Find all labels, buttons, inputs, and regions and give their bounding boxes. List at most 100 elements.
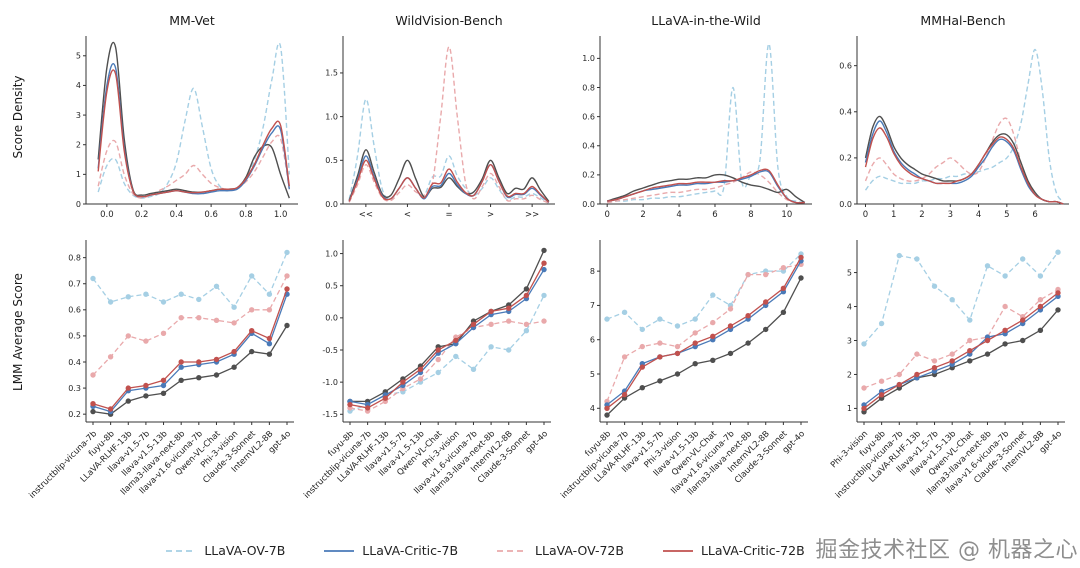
y-tick-label: 0.0 bbox=[839, 200, 852, 209]
data-point bbox=[1002, 327, 1008, 333]
x-tick-label: 1 bbox=[891, 210, 896, 220]
data-point bbox=[435, 356, 441, 363]
series-LLaVA-Critic-7B bbox=[864, 120, 1064, 205]
data-point bbox=[896, 381, 902, 388]
series-LLaVA-Critic-72B bbox=[348, 159, 550, 203]
series-LLaVA-Critic-72B bbox=[92, 288, 288, 410]
data-point bbox=[674, 371, 681, 377]
data-point bbox=[710, 319, 716, 326]
series-gray bbox=[606, 277, 802, 416]
data-point bbox=[727, 323, 734, 329]
y-tick-label: 0.4 bbox=[582, 142, 595, 151]
y-tick-label: 5 bbox=[76, 52, 81, 61]
data-point bbox=[967, 348, 973, 354]
series-gray bbox=[864, 115, 1064, 205]
y-tick-label: 0.7 bbox=[68, 280, 81, 289]
axes: 1.00.50.0-0.5-1.0-1.5fuyu-8binstructblip… bbox=[301, 240, 551, 500]
data-point bbox=[470, 321, 477, 327]
axes: 0.0 0.2 0.4 0.6 0.8 1.0 0 2 4 6 8 10 bbox=[582, 36, 812, 220]
data-point bbox=[249, 328, 255, 334]
data-point bbox=[967, 317, 973, 323]
legend: LLaVA-OV-7B LLaVA-Critic-7B LLaVA-OV-72B… bbox=[0, 543, 1025, 558]
data-point bbox=[780, 285, 787, 291]
data-point bbox=[692, 330, 698, 336]
data-point bbox=[523, 292, 530, 299]
data-point bbox=[249, 348, 255, 355]
x-tick-label: 0.6 bbox=[204, 210, 218, 220]
x-tick-label: 0.4 bbox=[170, 210, 184, 220]
x-tick-label: 6 bbox=[1032, 210, 1037, 220]
series-LLaVA-OV-7B bbox=[349, 295, 545, 412]
score-plot-mmhal-bench: 12345Phi-3-visionfuyu-8binstructblip-vic… bbox=[828, 240, 1065, 500]
y-tick-label: 0.0 bbox=[582, 200, 595, 209]
data-point bbox=[674, 343, 681, 350]
data-point bbox=[266, 307, 273, 313]
subplot-title-wildvision-bench: WildVision-Bench bbox=[395, 13, 503, 28]
data-point bbox=[931, 283, 938, 289]
data-point bbox=[984, 337, 991, 344]
y-tick-label: 4 bbox=[590, 404, 595, 413]
data-point bbox=[657, 378, 663, 384]
watermark: 掘金技术社区 @ 机器之心 bbox=[815, 538, 1078, 563]
series-gray bbox=[97, 41, 290, 199]
data-point bbox=[213, 356, 220, 363]
data-point bbox=[949, 351, 955, 357]
data-point bbox=[931, 358, 938, 364]
data-point bbox=[284, 249, 290, 256]
x-tick-label: 4 bbox=[676, 210, 681, 220]
data-point bbox=[107, 299, 114, 305]
data-point bbox=[453, 353, 459, 360]
data-point bbox=[710, 292, 716, 298]
y-tick-label: 4 bbox=[847, 302, 852, 311]
data-point bbox=[763, 299, 769, 305]
data-point bbox=[949, 358, 955, 364]
legend-label: LLaVA-OV-72B bbox=[535, 543, 624, 558]
legend-item-llava-critic-72b: LLaVA-Critic-72B bbox=[662, 543, 805, 558]
x-tick-label: 5 bbox=[1004, 210, 1009, 220]
data-point bbox=[213, 372, 220, 378]
y-tick-label: 4 bbox=[76, 81, 81, 90]
data-point bbox=[896, 252, 902, 259]
data-point bbox=[143, 338, 149, 344]
legend-line-sample bbox=[324, 549, 355, 552]
data-point bbox=[1055, 307, 1061, 313]
y-tick-label: 5 bbox=[847, 268, 852, 277]
data-point bbox=[1020, 317, 1026, 323]
y-tick-label: 8 bbox=[590, 267, 595, 276]
data-point bbox=[727, 306, 734, 312]
data-point bbox=[780, 265, 787, 271]
data-point bbox=[1055, 249, 1061, 255]
x-tick-label: 0.2 bbox=[135, 210, 149, 220]
data-point bbox=[639, 326, 645, 333]
data-point bbox=[90, 401, 96, 407]
data-point bbox=[861, 385, 867, 391]
data-point bbox=[692, 316, 698, 322]
data-point bbox=[143, 382, 149, 389]
data-point bbox=[213, 317, 220, 323]
data-point bbox=[90, 372, 96, 378]
data-point bbox=[692, 340, 698, 346]
data-point bbox=[1002, 273, 1008, 279]
series-gray bbox=[606, 173, 806, 204]
data-point bbox=[107, 354, 114, 360]
x-tick-label: instructblip-vicuna-7b bbox=[27, 428, 99, 500]
x-tick-label: 1.0 bbox=[274, 210, 288, 220]
data-point bbox=[488, 344, 494, 350]
data-point bbox=[984, 263, 991, 269]
data-point bbox=[266, 351, 273, 357]
axes: 0.0 0.2 0.4 0.6 0 1 2 3 4 5 6 bbox=[839, 36, 1069, 220]
data-point bbox=[249, 273, 255, 279]
data-point bbox=[523, 328, 530, 334]
y-tick-label: 0.6 bbox=[839, 61, 852, 70]
series-LLaVA-OV-7B bbox=[92, 252, 288, 309]
data-point bbox=[878, 378, 885, 384]
series-LLaVA-OV-7B bbox=[607, 43, 805, 204]
subplot-title-mm-vet: MM-Vet bbox=[169, 13, 215, 28]
data-point bbox=[435, 347, 441, 353]
y-tick-label: 0.4 bbox=[68, 358, 81, 367]
data-point bbox=[604, 316, 610, 322]
data-point bbox=[861, 405, 867, 412]
data-point bbox=[125, 398, 131, 404]
data-point bbox=[1020, 256, 1026, 262]
data-point bbox=[763, 271, 769, 278]
